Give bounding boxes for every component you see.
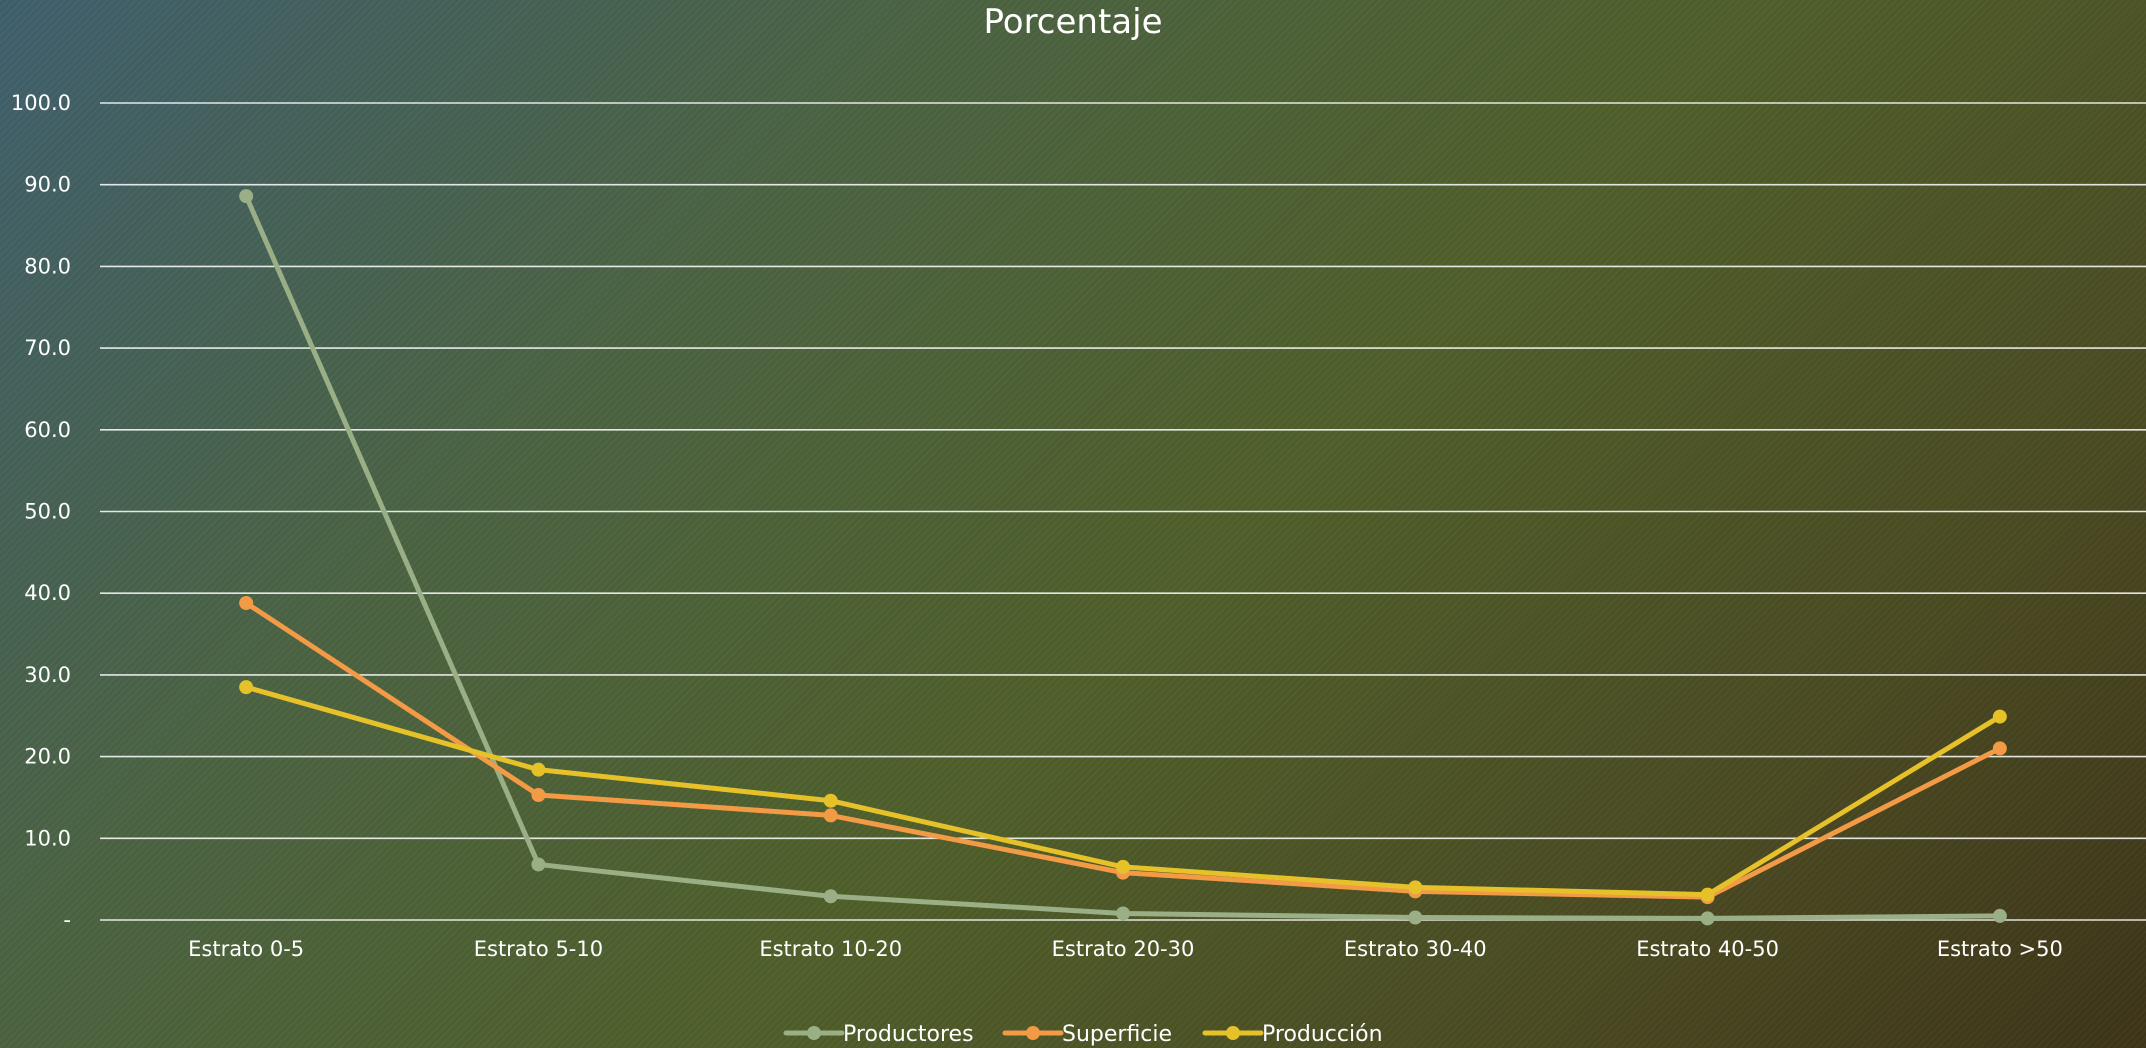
- x-tick-label: Estrato >50: [1937, 937, 2063, 961]
- x-tick-label: Estrato 40-50: [1636, 937, 1779, 961]
- x-tick-label: Estrato 20-30: [1052, 937, 1195, 961]
- y-tick-label: 80.0: [24, 254, 71, 278]
- y-tick-label: 40.0: [24, 581, 71, 605]
- y-tick-label: 60.0: [24, 418, 71, 442]
- legend-label: Producción: [1262, 1022, 1383, 1047]
- data-point-superficie: [823, 808, 838, 823]
- data-point-productores: [1992, 908, 2007, 923]
- legend-swatch-marker: [1026, 1026, 1040, 1040]
- y-axis-ticks: - 10.0 20.0 30.0 40.0 50.0 60.0 70.0 80.0 90.0 100…: [11, 91, 71, 932]
- y-tick-label: 20.0: [24, 745, 71, 769]
- data-point-productores: [1700, 911, 1715, 926]
- legend-label: Superficie: [1062, 1022, 1172, 1047]
- x-tick-label: Estrato 5-10: [474, 937, 603, 961]
- legend-label: Productores: [843, 1022, 974, 1047]
- data-point-produccion: [1700, 887, 1715, 902]
- x-tick-label: Estrato 10-20: [759, 937, 902, 961]
- x-tick-label: Estrato 0-5: [188, 937, 304, 961]
- legend: Productores Superficie Producción: [783, 1022, 1383, 1047]
- y-tick-label: -: [63, 908, 71, 932]
- data-point-produccion: [1992, 709, 2007, 724]
- y-tick-label: 30.0: [24, 663, 71, 687]
- data-point-productores: [1116, 906, 1130, 921]
- y-tick-label: 70.0: [24, 336, 71, 360]
- y-tick-label: 100.0: [11, 91, 71, 115]
- data-point-produccion: [239, 680, 254, 695]
- y-tick-label: 10.0: [24, 826, 71, 850]
- x-axis-ticks: Estrato 0-5 Estrato 5-10 Estrato 10-20 Estr…: [188, 937, 2063, 961]
- legend-swatch-marker: [807, 1026, 821, 1040]
- data-point-produccion: [823, 793, 838, 808]
- data-point-superficie: [239, 596, 254, 611]
- series-line-productores: [243, 193, 2003, 921]
- series-lines: [239, 189, 2007, 926]
- x-tick-label: Estrato 30-40: [1344, 937, 1487, 961]
- data-point-superficie: [1992, 741, 2007, 756]
- data-point-productores: [1408, 910, 1423, 925]
- data-point-produccion: [1116, 859, 1130, 874]
- data-point-productores: [531, 857, 546, 872]
- y-tick-label: 50.0: [24, 500, 71, 524]
- data-point-superficie: [531, 787, 546, 802]
- data-point-productores: [823, 889, 838, 904]
- data-point-produccion: [531, 762, 546, 777]
- data-point-productores: [239, 189, 254, 204]
- legend-swatch-marker: [1226, 1026, 1240, 1040]
- chart-title: Porcentaje: [983, 2, 1163, 42]
- series-line-superficie: [243, 600, 2003, 900]
- y-tick-label: 90.0: [24, 173, 71, 197]
- data-point-produccion: [1408, 880, 1423, 895]
- gridlines: [100, 102, 2146, 921]
